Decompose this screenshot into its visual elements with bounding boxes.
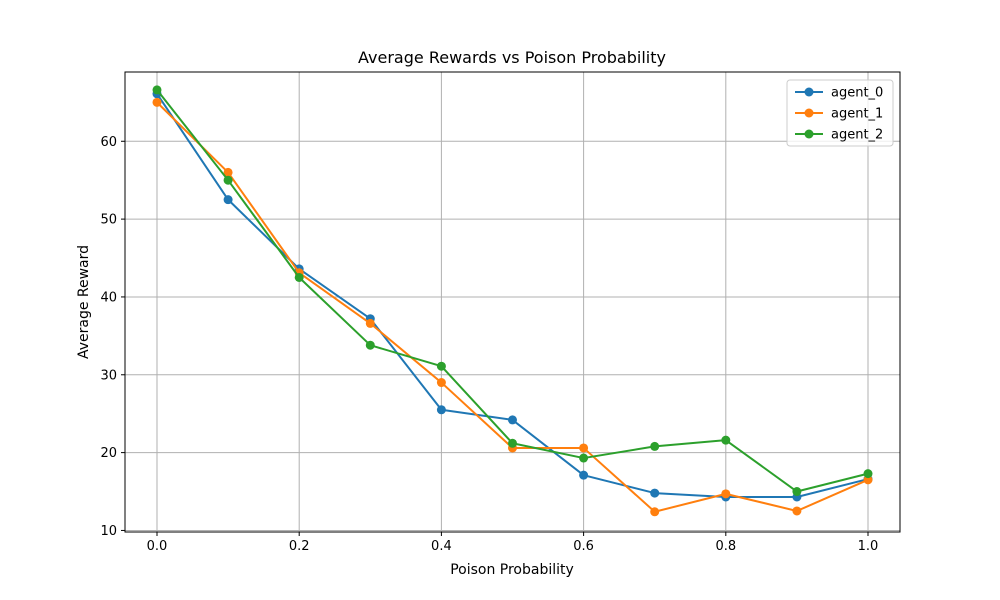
data-point-agent_0: [508, 415, 517, 425]
y-tick-label: 40: [100, 290, 117, 305]
legend-item-agent_2: agent_2: [795, 128, 883, 143]
axis-ticks: 0.0 0.2 0.4 0.6 0.8 1.0 10 20 30 40 50 60: [100, 135, 878, 554]
data-point-agent_0: [579, 470, 589, 480]
series-agent_1: [152, 97, 873, 517]
y-tick-label: 20: [100, 446, 117, 461]
x-tick-label: 0.2: [289, 539, 310, 554]
data-point-agent_2: [223, 175, 233, 185]
data-point-agent_0: [436, 405, 446, 415]
data-point-agent_2: [721, 435, 731, 445]
data-point-agent_1: [792, 506, 802, 516]
data-point-agent_1: [223, 167, 233, 177]
legend-label: agent_2: [831, 128, 883, 143]
plot-frame: [124, 71, 901, 533]
data-point-agent_2: [579, 453, 589, 463]
data-point-agent_2: [436, 361, 446, 371]
x-axis-label: Poison Probability: [450, 562, 574, 578]
series-agent_2: [152, 85, 873, 497]
grid-lines: [125, 72, 900, 532]
legend-label: agent_1: [831, 107, 883, 122]
chart-title: Average Rewards vs Poison Probability: [358, 48, 666, 67]
legend-item-agent_0: agent_0: [795, 86, 883, 101]
data-point-agent_2: [863, 469, 873, 479]
y-tick-label: 50: [100, 213, 117, 228]
series-layer: [152, 85, 873, 517]
data-point-agent_1: [152, 97, 162, 107]
legend-box: [786, 79, 894, 147]
legend-marker-agent_0: [804, 87, 814, 97]
data-point-agent_0: [650, 488, 660, 498]
y-tick-label: 30: [100, 368, 117, 383]
data-point-agent_1: [721, 489, 731, 499]
data-point-agent_1: [863, 475, 873, 485]
y-tick-label: 10: [100, 524, 117, 539]
y-axis-label: Average Reward: [76, 245, 92, 359]
data-point-agent_0: [223, 195, 233, 205]
data-point-agent_2: [508, 438, 517, 448]
data-point-agent_1: [436, 378, 446, 388]
data-point-agent_1: [365, 318, 375, 328]
x-tick-label: 0.6: [573, 539, 594, 554]
data-point-agent_1: [650, 507, 660, 517]
legend: agent_0 agent_1 agent_2: [786, 79, 894, 147]
x-tick-label: 1.0: [858, 539, 879, 554]
data-point-agent_2: [152, 85, 162, 95]
x-tick-label: 0.8: [715, 539, 736, 554]
x-tick-label: 0.4: [431, 539, 452, 554]
legend-marker-agent_2: [804, 129, 814, 139]
legend-marker-agent_1: [804, 108, 814, 118]
data-point-agent_1: [579, 443, 589, 453]
x-tick-label: 0.0: [147, 539, 168, 554]
data-point-agent_2: [792, 487, 802, 497]
legend-item-agent_1: agent_1: [795, 107, 883, 122]
data-point-agent_2: [650, 441, 660, 451]
data-point-agent_2: [294, 272, 304, 282]
data-point-agent_2: [365, 340, 375, 350]
y-tick-label: 60: [100, 135, 117, 150]
legend-label: agent_0: [831, 86, 883, 101]
